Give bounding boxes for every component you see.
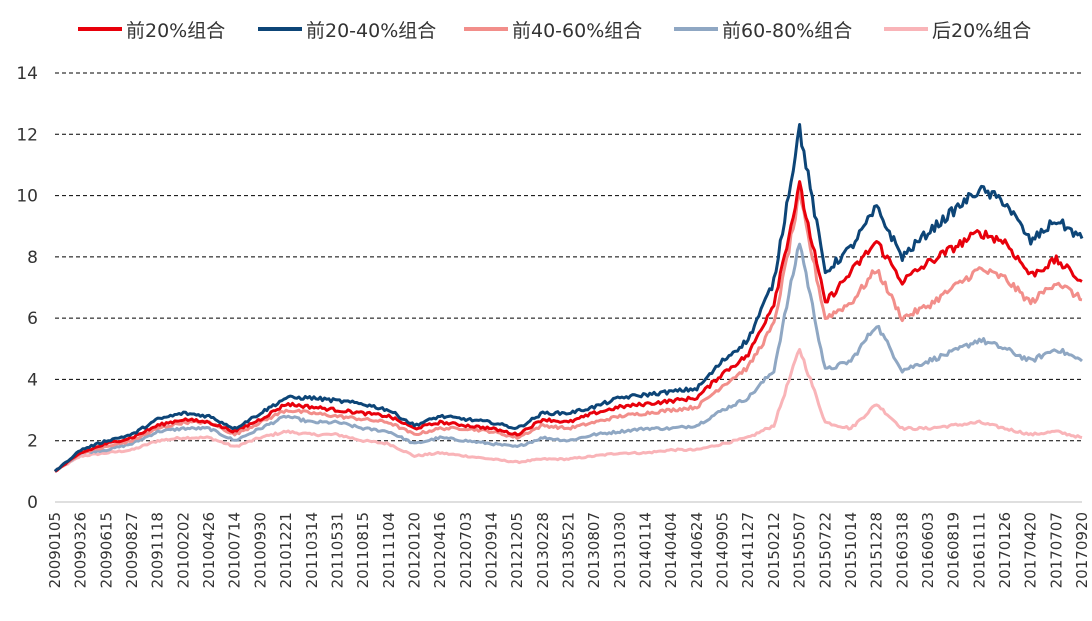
series-line-0	[54, 180, 1083, 473]
legend-item-top20[interactable]: 前20%组合	[78, 14, 225, 44]
chart-legend: 前20%组合 前20-40%组合 前40-60%组合 前60-80%组合 后20…	[0, 14, 1092, 44]
legend-item-40-60[interactable]: 前40-60%组合	[464, 14, 642, 44]
x-tick-label: 20150507	[791, 512, 809, 588]
x-tick-label: 20130228	[534, 512, 552, 588]
gridlines	[55, 72, 1082, 442]
x-tick-label: 20150722	[816, 512, 834, 588]
x-tick-label: 20090827	[123, 512, 141, 588]
x-tick-label: 20170707	[1047, 512, 1065, 588]
legend-swatch-bottom20	[884, 27, 928, 31]
legend-swatch-top20	[78, 27, 122, 31]
x-tick-label: 20130807	[585, 512, 603, 588]
x-axis: 20090105 20090326 20090615 20090827 20091118…	[46, 512, 1091, 588]
legend-label-bottom20: 后20%组合	[932, 19, 1032, 42]
series-lines	[53, 123, 1084, 473]
x-tick-label: 20141127	[739, 512, 757, 588]
x-tick-label: 20111104	[380, 512, 398, 588]
x-tick-label: 20101221	[277, 512, 295, 588]
y-tick-label: 0	[27, 493, 38, 513]
x-tick-label: 20160603	[919, 512, 937, 588]
x-tick-label: 20100202	[174, 512, 192, 588]
legend-label-60-80: 前60-80%组合	[722, 19, 853, 42]
series-line-2	[53, 189, 1083, 473]
legend-swatch-40-60	[464, 27, 508, 31]
y-tick-label: 10	[16, 187, 38, 207]
x-tick-label: 20090615	[97, 512, 115, 588]
legend-label-20-40: 前20-40%组合	[306, 19, 437, 42]
x-tick-label: 20110531	[328, 512, 346, 588]
x-tick-label: 20110314	[303, 512, 321, 588]
series-line-4	[54, 347, 1083, 473]
x-tick-label: 20100714	[226, 512, 244, 588]
x-tick-label: 20120914	[482, 512, 500, 588]
legend-label-top20: 前20%组合	[126, 19, 226, 42]
x-tick-label: 20110815	[354, 512, 372, 588]
x-tick-label: 20160819	[945, 512, 963, 588]
x-tick-label: 20151228	[868, 512, 886, 588]
y-tick-label: 2	[27, 432, 38, 452]
x-tick-label: 20170920	[1073, 512, 1091, 588]
x-tick-label: 20090326	[72, 512, 90, 588]
series-line-1	[53, 123, 1084, 473]
legend-item-60-80[interactable]: 前60-80%组合	[674, 14, 852, 44]
x-tick-label: 20160318	[893, 512, 911, 588]
y-axis: 0 2 4 6 8 10 12 14	[16, 64, 1082, 513]
x-tick-label: 20120703	[457, 512, 475, 588]
x-tick-label: 20140905	[714, 512, 732, 588]
y-tick-label: 4	[27, 370, 38, 390]
x-tick-label: 20140114	[637, 512, 655, 588]
x-tick-label: 20121205	[508, 512, 526, 588]
legend-swatch-60-80	[674, 27, 718, 31]
x-tick-label: 20170420	[1022, 512, 1040, 588]
x-tick-label: 20091118	[149, 512, 167, 588]
x-tick-label: 20151014	[842, 512, 860, 588]
y-tick-label: 14	[16, 64, 38, 84]
x-tick-label: 20150212	[765, 512, 783, 588]
x-tick-label: 20100426	[200, 512, 218, 588]
x-tick-label: 20170126	[996, 512, 1014, 588]
legend-item-20-40[interactable]: 前20-40%组合	[258, 14, 436, 44]
x-tick-label: 20140404	[662, 512, 680, 588]
x-tick-label: 20100930	[251, 512, 269, 588]
x-tick-label: 20120120	[405, 512, 423, 588]
legend-label-40-60: 前40-60%组合	[512, 19, 643, 42]
x-tick-label: 20131030	[611, 512, 629, 588]
series-line-3	[54, 242, 1083, 473]
x-tick-label: 20161111	[970, 512, 988, 588]
x-tick-label: 20130521	[560, 512, 578, 588]
legend-item-bottom20[interactable]: 后20%组合	[884, 14, 1031, 44]
x-tick-label: 20120416	[431, 512, 449, 588]
x-tick-label: 20090105	[46, 512, 64, 588]
y-tick-label: 6	[27, 309, 38, 329]
y-tick-label: 8	[27, 248, 38, 268]
x-tick-label: 20140624	[688, 512, 706, 588]
legend-swatch-20-40	[258, 27, 302, 31]
y-tick-label: 12	[16, 125, 38, 145]
